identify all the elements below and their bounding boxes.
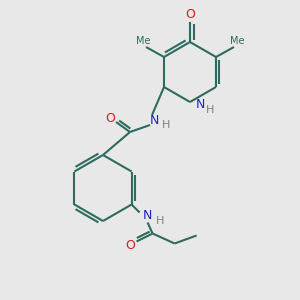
Text: N: N: [143, 209, 152, 222]
Text: H: H: [206, 105, 214, 115]
Text: O: O: [105, 112, 115, 124]
Text: O: O: [126, 239, 136, 252]
Text: H: H: [162, 120, 170, 130]
Text: N: N: [149, 113, 159, 127]
Text: Me: Me: [230, 36, 244, 46]
Text: H: H: [155, 215, 164, 226]
Text: N: N: [195, 98, 205, 112]
Text: Me: Me: [136, 36, 150, 46]
Text: O: O: [185, 8, 195, 22]
